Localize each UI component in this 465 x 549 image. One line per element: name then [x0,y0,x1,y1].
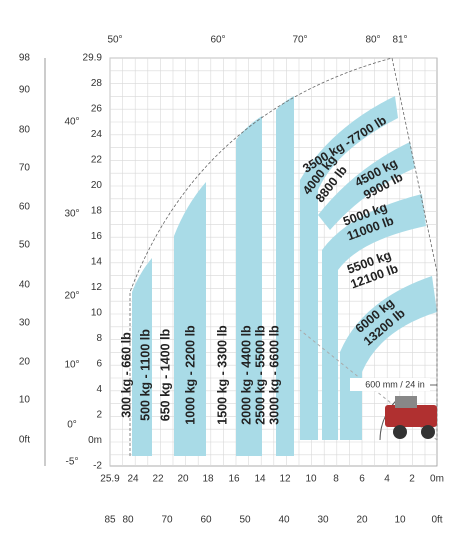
meter-label: 28 [91,78,103,89]
note-bg [350,378,430,391]
meter-label: 14 [91,257,103,268]
load-label: 300 kg - 660 lb [119,332,133,418]
meter-label: 8 [96,333,102,344]
feet-label: 10 [19,395,31,406]
zone [236,116,262,456]
meter-label: 24 [127,474,139,485]
meter-label: -2 [93,461,102,472]
feet-label: 20 [19,357,31,368]
meter-label: 0m [88,435,102,446]
feet-label: 40 [19,280,31,291]
meter-label: 4 [96,384,102,395]
feet-label: 85 [104,515,116,526]
zone [276,96,294,456]
angle-label: 10° [64,360,79,371]
meter-label: 8 [333,474,339,485]
angle-label: 70° [292,35,307,46]
zone [300,96,398,440]
angle-label: 20° [64,291,79,302]
meter-label: 6 [359,474,365,485]
feet-label: 40 [278,515,290,526]
feet-label: 20 [356,515,368,526]
feet-label: 70 [161,515,173,526]
angle-label: 80° [365,35,380,46]
feet-label: 98 [19,53,31,64]
load-label: 1500 kg - 3300 lb [215,325,229,425]
feet-label: 60 [200,515,212,526]
angle-label: 81° [392,35,407,46]
angle-label: 30° [64,209,79,220]
zone [132,258,152,456]
feet-label: 50 [239,515,251,526]
angle-label: 50° [107,35,122,46]
meter-label: 14 [254,474,266,485]
feet-label: 50 [19,240,31,251]
feet-label: 60 [19,202,31,213]
feet-label: 0ft [431,515,442,526]
feet-label: 80 [122,515,134,526]
feet-label: 70 [19,163,31,174]
meter-label: 25.9 [100,474,120,485]
load-label: 3000 kg - 6600 lb [267,325,281,425]
feet-label: 10 [394,515,406,526]
meter-label: 29.9 [83,53,103,64]
zone [340,276,437,440]
meter-label: 2 [96,410,102,421]
angle-label: 0° [67,420,77,431]
load-label: 1000 kg - 2200 lb [183,325,197,425]
angle-label: 40° [64,117,79,128]
angle-label: 60° [210,35,225,46]
meter-label: 24 [91,129,103,140]
load-label: 2000 kg - 4400 lb [239,325,253,425]
meter-label: 18 [91,206,103,217]
envelope [129,57,438,456]
meter-label: 12 [91,282,103,293]
meter-label: 2 [409,474,415,485]
meter-label: 10 [91,308,103,319]
meter-label: 16 [91,231,103,242]
meter-label: 16 [228,474,240,485]
meter-label: 22 [91,155,103,166]
load-label: 500 kg - 1100 lb [138,329,152,421]
meter-label: 22 [152,474,164,485]
feet-label: 0ft [19,435,30,446]
meter-label: 4 [384,474,390,485]
meter-label: 20 [177,474,189,485]
machine [299,329,438,441]
angle-label: -5° [66,457,79,468]
load-label: 2500 kg - 5500 lb [253,325,267,425]
feet-label: 80 [19,125,31,136]
zone [322,194,426,440]
feet-label: 90 [19,85,31,96]
meter-label: 18 [202,474,214,485]
load-zones [129,57,438,456]
meter-label: 12 [279,474,291,485]
zone [174,182,206,456]
load-label: 650 kg - 1400 lb [158,328,172,421]
meter-label: 0m [430,474,444,485]
zone [318,142,415,230]
tire-note: 600 mm / 24 in [365,379,425,389]
meter-label: 10 [305,474,317,485]
meter-label: 20 [91,180,103,191]
feet-label: 30 [19,318,31,329]
meter-label: 6 [96,359,102,370]
meter-label: 26 [91,104,103,115]
feet-label: 30 [317,515,329,526]
